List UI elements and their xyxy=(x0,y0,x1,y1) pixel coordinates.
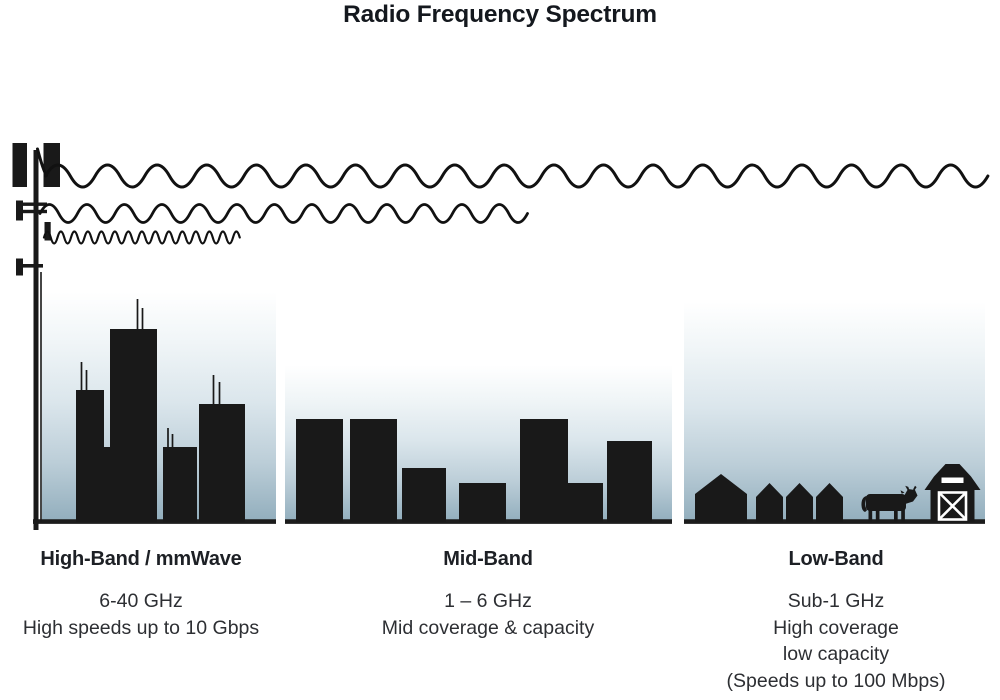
band-name-high: High-Band / mmWave xyxy=(40,548,242,570)
city-buildings xyxy=(76,329,245,522)
rooftop-antennas xyxy=(80,299,221,447)
band-detail-low-1: High coverage xyxy=(773,616,899,639)
barn-door xyxy=(937,491,968,521)
radio-waves xyxy=(36,147,990,245)
spectrum-diagram xyxy=(12,143,990,530)
band-detail-high: High speeds up to 10 Gbps xyxy=(22,616,260,639)
high-band-short-wave xyxy=(42,230,241,245)
band-label-mid: Mid-Band 1 – 6 GHz Mid coverage & capaci… xyxy=(357,548,619,641)
rural-scene xyxy=(695,464,981,522)
band-label-high: High-Band / mmWave 6-40 GHz High speeds … xyxy=(10,548,272,641)
band-frequency-mid: 1 – 6 GHz xyxy=(444,590,532,612)
band-detail-mid: Mid coverage & capacity xyxy=(381,616,595,639)
barn-icon xyxy=(924,464,981,522)
band-frequency-low: Sub-1 GHz xyxy=(787,590,885,612)
band-detail-low-2: low capacity xyxy=(782,643,890,665)
cow-icon xyxy=(861,485,918,522)
barn-loft-window xyxy=(941,477,964,483)
page-title: Radio Frequency Spectrum xyxy=(343,1,657,28)
midrise-buildings xyxy=(296,419,652,522)
band-name-mid: Mid-Band xyxy=(443,548,533,570)
mid-band-medium-wave xyxy=(38,203,529,224)
band-label-low: Low-Band Sub-1 GHz High coverage low cap… xyxy=(705,548,967,694)
midrise-building-shapes xyxy=(296,419,652,522)
house-icon xyxy=(695,474,843,522)
band-name-low: Low-Band xyxy=(788,548,884,570)
band-frequency-high: 6-40 GHz xyxy=(99,590,183,612)
city-skyline xyxy=(76,299,245,522)
band-detail-low-3: (Speeds up to 100 Mbps) xyxy=(726,669,946,692)
low-band-long-wave xyxy=(44,163,990,189)
